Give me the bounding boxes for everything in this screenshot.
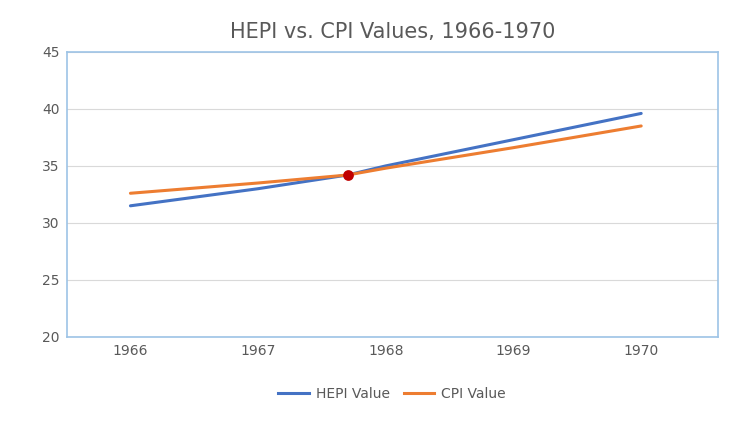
- HEPI Value: [381, 163, 390, 168]
- Title: HEPI vs. CPI Values, 1966-1970: HEPI vs. CPI Values, 1966-1970: [229, 22, 555, 42]
- HEPI Value: [126, 203, 135, 208]
- HEPI Value: [254, 186, 263, 191]
- CPI Value: [343, 172, 352, 178]
- Point: [342, 172, 354, 178]
- CPI Value: [636, 124, 645, 129]
- HEPI Value: [509, 137, 518, 142]
- Line: CPI Value: CPI Value: [130, 126, 641, 193]
- HEPI Value: [343, 172, 352, 178]
- CPI Value: [126, 191, 135, 196]
- CPI Value: [254, 181, 263, 186]
- CPI Value: [509, 145, 518, 150]
- Legend: HEPI Value, CPI Value: HEPI Value, CPI Value: [273, 381, 511, 406]
- CPI Value: [381, 165, 390, 171]
- HEPI Value: [636, 111, 645, 116]
- Line: HEPI Value: HEPI Value: [130, 114, 641, 206]
